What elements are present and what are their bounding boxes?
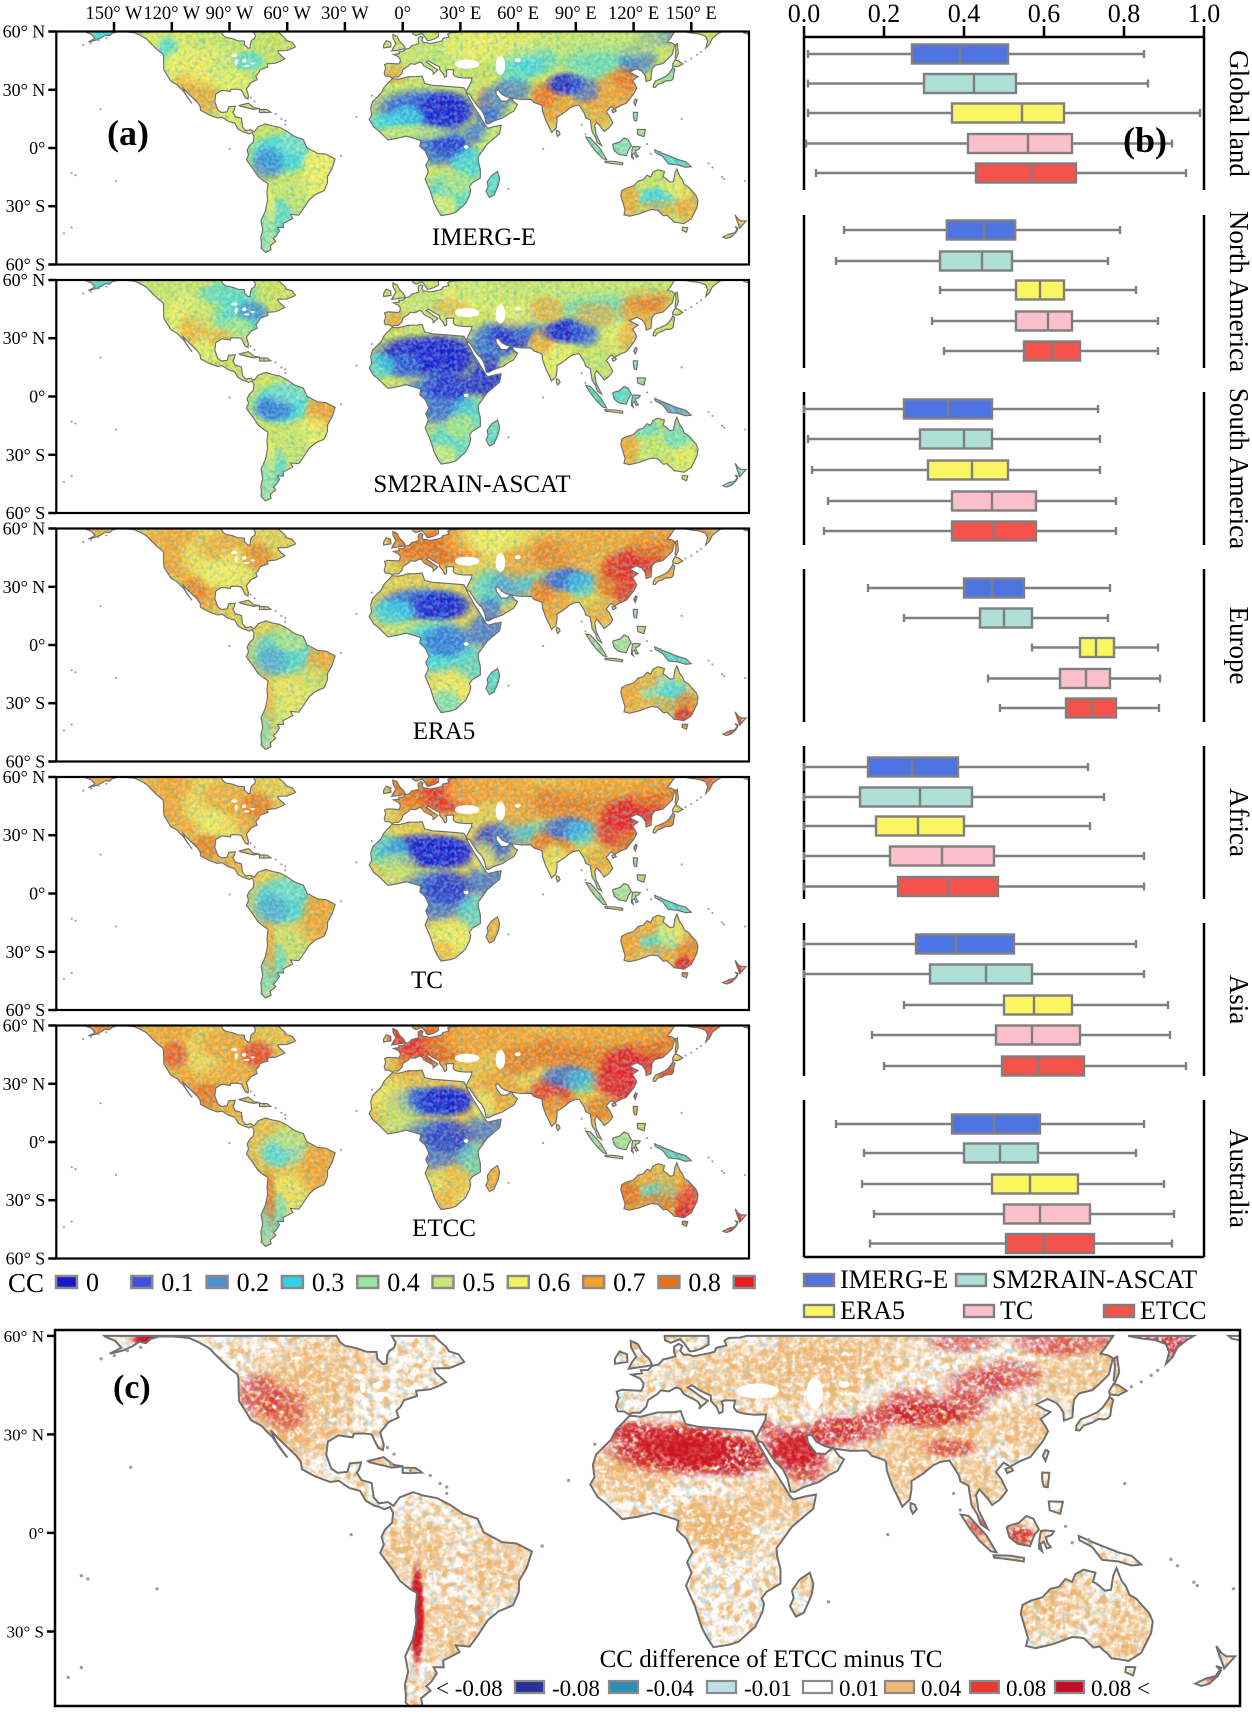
svg-text:ETCC: ETCC: [412, 1215, 476, 1242]
svg-text:60° N: 60° N: [3, 519, 46, 539]
svg-text:150° W: 150° W: [86, 4, 143, 24]
svg-text:0: 0: [86, 1268, 99, 1297]
svg-text:ETCC: ETCC: [1140, 1296, 1206, 1325]
svg-text:30° N: 30° N: [3, 328, 46, 348]
svg-text:-0.01: -0.01: [744, 1676, 792, 1701]
svg-text:0°: 0°: [29, 138, 45, 158]
svg-text:60° N: 60° N: [3, 1016, 46, 1036]
svg-text:0°: 0°: [29, 635, 45, 655]
svg-text:(a): (a): [107, 113, 149, 153]
svg-text:30° N: 30° N: [4, 1425, 44, 1444]
svg-text:30° N: 30° N: [3, 80, 46, 100]
svg-text:Africa: Africa: [1224, 788, 1252, 857]
svg-text:Europe: Europe: [1224, 607, 1252, 685]
svg-text:30° S: 30° S: [6, 1623, 44, 1642]
svg-text:0°: 0°: [29, 387, 45, 407]
svg-text:120° E: 120° E: [608, 4, 659, 24]
svg-text:120° W: 120° W: [143, 4, 200, 24]
svg-text:Australia: Australia: [1224, 1129, 1252, 1228]
svg-text:0°: 0°: [394, 4, 411, 24]
svg-text:SM2RAIN-ASCAT: SM2RAIN-ASCAT: [992, 1265, 1197, 1294]
svg-text:0.4: 0.4: [948, 0, 981, 28]
svg-text:CC: CC: [8, 1268, 44, 1298]
svg-text:30° N: 30° N: [3, 825, 46, 845]
svg-text:60° S: 60° S: [6, 752, 46, 772]
svg-text:SM2RAIN-ASCAT: SM2RAIN-ASCAT: [373, 471, 570, 498]
svg-text:150° E: 150° E: [666, 4, 717, 24]
svg-text:0°: 0°: [29, 1524, 44, 1543]
svg-text:0.0: 0.0: [788, 0, 821, 28]
svg-text:60° E: 60° E: [497, 4, 539, 24]
svg-text:30° S: 30° S: [6, 693, 46, 713]
svg-text:30° W: 30° W: [321, 4, 369, 24]
svg-text:0.2: 0.2: [237, 1268, 270, 1297]
svg-text:IMERG-E: IMERG-E: [840, 1265, 948, 1294]
svg-text:30° S: 30° S: [6, 445, 46, 465]
svg-text:North America: North America: [1224, 211, 1252, 372]
svg-text:0.2: 0.2: [868, 0, 901, 28]
svg-text:0.1: 0.1: [161, 1268, 194, 1297]
svg-text:(b): (b): [1123, 120, 1167, 160]
svg-text:0.8: 0.8: [688, 1268, 721, 1297]
svg-text:30° S: 30° S: [6, 942, 46, 962]
svg-text:TC: TC: [1000, 1296, 1033, 1325]
svg-text:IMERG-E: IMERG-E: [432, 224, 536, 251]
svg-text:1.0: 1.0: [1188, 0, 1221, 28]
svg-text:0°: 0°: [29, 884, 45, 904]
svg-text:90° W: 90° W: [206, 4, 254, 24]
svg-text:60° N: 60° N: [4, 1327, 44, 1346]
svg-text:CC difference of ETCC minus TC: CC difference of ETCC minus TC: [600, 1646, 943, 1673]
svg-text:0.4: 0.4: [387, 1268, 420, 1297]
svg-text:ERA5: ERA5: [840, 1296, 905, 1325]
svg-text:60° N: 60° N: [3, 270, 46, 290]
svg-text:South America: South America: [1224, 388, 1252, 549]
svg-text:0°: 0°: [29, 1132, 45, 1152]
svg-text:60° N: 60° N: [3, 767, 46, 787]
svg-text:0.8: 0.8: [1108, 0, 1141, 28]
svg-text:< -0.08: < -0.08: [436, 1676, 503, 1701]
svg-text:30° S: 30° S: [6, 196, 46, 216]
svg-text:0.08 <: 0.08 <: [1091, 1676, 1150, 1701]
svg-text:0.01: 0.01: [839, 1676, 879, 1701]
svg-text:TC: TC: [411, 967, 443, 994]
svg-text:90° E: 90° E: [555, 4, 597, 24]
svg-text:60° N: 60° N: [3, 22, 46, 42]
svg-text:0.3: 0.3: [312, 1268, 345, 1297]
svg-text:-0.04: -0.04: [646, 1676, 694, 1701]
svg-text:60° S: 60° S: [6, 1249, 46, 1269]
svg-text:60° S: 60° S: [6, 1000, 46, 1020]
svg-text:30° E: 30° E: [439, 4, 481, 24]
svg-text:ERA5: ERA5: [413, 718, 476, 745]
svg-text:0.7: 0.7: [613, 1268, 646, 1297]
svg-text:30° S: 30° S: [6, 1190, 46, 1210]
svg-text:(c): (c): [113, 1369, 151, 1406]
svg-text:0.04: 0.04: [921, 1676, 962, 1701]
svg-text:30° N: 30° N: [3, 1074, 46, 1094]
svg-text:-0.08: -0.08: [552, 1676, 600, 1701]
svg-text:0.6: 0.6: [1028, 0, 1061, 28]
svg-text:60° S: 60° S: [6, 503, 46, 523]
svg-text:0.6: 0.6: [538, 1268, 571, 1297]
svg-text:Asia: Asia: [1224, 975, 1252, 1025]
svg-text:60° S: 60° S: [6, 255, 46, 275]
svg-text:0.5: 0.5: [463, 1268, 496, 1297]
svg-text:60° W: 60° W: [263, 4, 311, 24]
svg-text:Global land: Global land: [1224, 50, 1252, 177]
svg-text:0.08: 0.08: [1006, 1676, 1046, 1701]
svg-text:30° N: 30° N: [3, 577, 46, 597]
